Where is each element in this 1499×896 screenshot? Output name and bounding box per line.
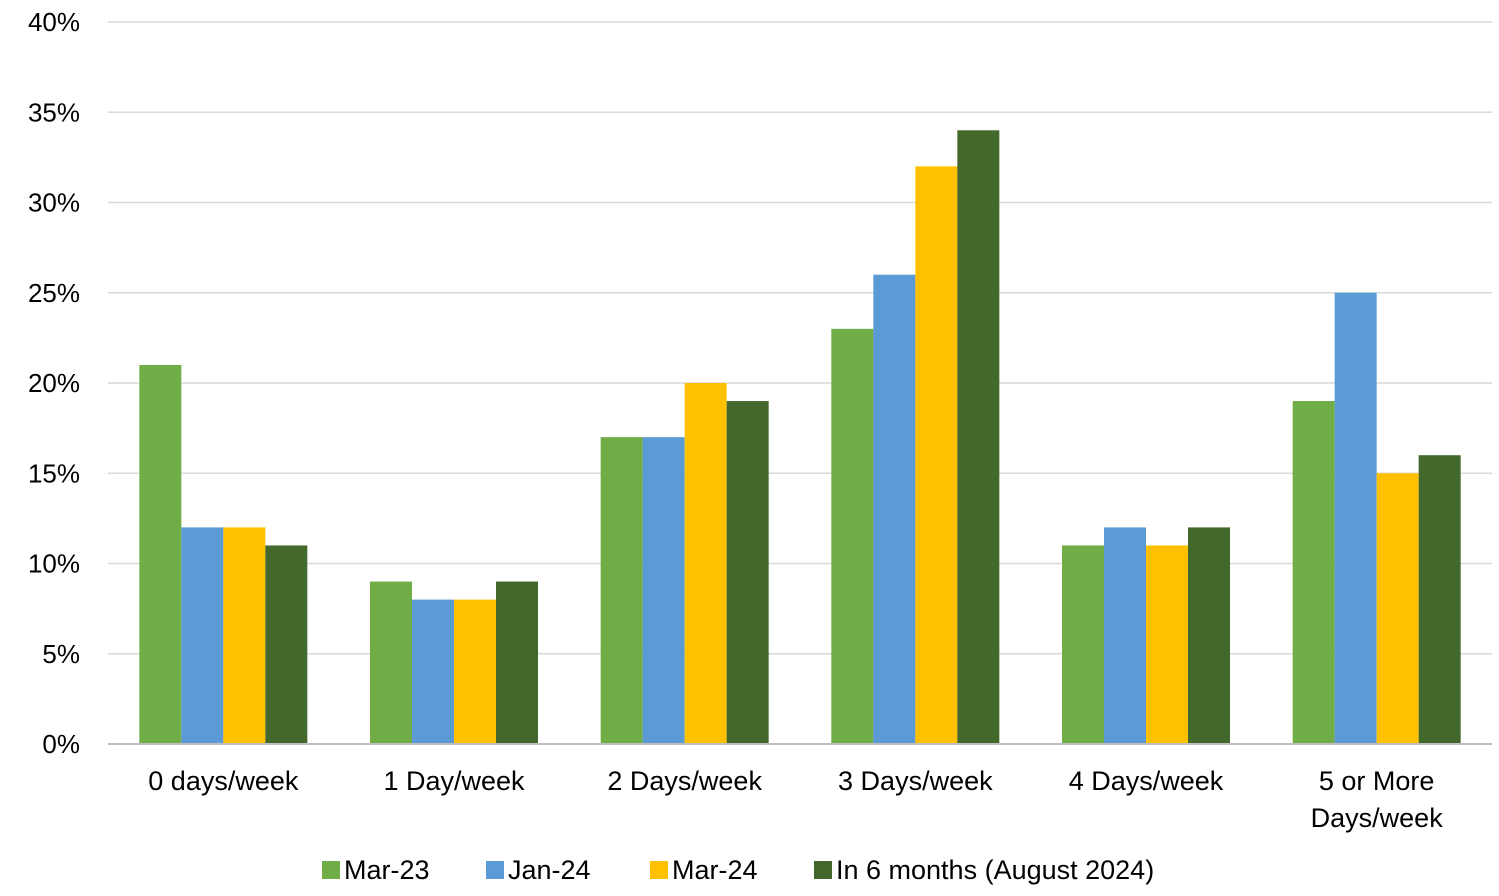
bar-jan-24-2 — [642, 437, 685, 744]
y-tick-label: 40% — [28, 7, 80, 37]
bar-jan-24-1 — [412, 599, 454, 744]
legend-label: In 6 months (August 2024) — [836, 855, 1154, 885]
y-tick-label: 5% — [42, 639, 80, 669]
legend-label: Jan-24 — [508, 855, 591, 885]
x-tick-label: 3 Days/week — [838, 766, 993, 796]
legend-label: Mar-23 — [344, 855, 430, 885]
legend-swatch — [322, 861, 340, 879]
x-tick-label: 4 Days/week — [1069, 766, 1224, 796]
bar-in-6-months-august-2024-5 — [1418, 455, 1461, 744]
x-tick-label: 1 Day/week — [383, 766, 525, 796]
bar-jan-24-4 — [1104, 527, 1146, 744]
bar-in-6-months-august-2024-1 — [496, 581, 538, 744]
bars — [139, 130, 1461, 745]
y-tick-label: 30% — [28, 188, 80, 218]
x-tick-label: 2 Days/week — [607, 766, 762, 796]
bar-mar-24-2 — [684, 383, 727, 744]
legend: Mar-23 Jan-24 Mar-24 In 6 months (August 20… — [322, 855, 1154, 885]
y-tick-label: 20% — [28, 368, 80, 398]
bar-in-6-months-august-2024-4 — [1188, 527, 1230, 744]
bar-mar-23-2 — [600, 437, 643, 744]
legend-label: Mar-24 — [672, 855, 758, 885]
x-tick-label: 0 days/week — [148, 766, 299, 796]
bar-mar-23-4 — [1062, 545, 1104, 744]
y-tick-label: 0% — [42, 729, 80, 759]
y-tick-label: 35% — [28, 97, 80, 127]
x-axis-tick-labels: 0 days/week 1 Day/week 2 Days/week 3 Days/w… — [148, 766, 1443, 833]
bar-mar-24-1 — [454, 599, 496, 744]
bar-mar-23-3 — [831, 328, 874, 744]
y-tick-label: 25% — [28, 278, 80, 308]
x-tick-label: Days/week — [1311, 803, 1444, 833]
bar-jan-24-3 — [873, 274, 916, 744]
bar-jan-24-0 — [181, 527, 224, 744]
bar-mar-24-0 — [223, 527, 266, 744]
legend-swatch — [486, 861, 504, 879]
y-tick-label: 15% — [28, 458, 80, 488]
bar-mar-24-4 — [1146, 545, 1188, 744]
bar-mar-23-1 — [370, 581, 412, 744]
legend-swatch — [650, 861, 668, 879]
bar-mar-24-3 — [915, 166, 958, 744]
x-tick-label: 5 or More — [1319, 766, 1435, 796]
y-axis-tick-labels: 0% 5% 10% 15% 20% 25% 30% 35% 40% — [28, 7, 80, 759]
bar-in-6-months-august-2024-0 — [265, 545, 308, 744]
gridlines — [108, 21, 1492, 655]
legend-swatch — [814, 861, 832, 879]
bar-mar-23-5 — [1292, 401, 1335, 744]
bar-in-6-months-august-2024-2 — [726, 401, 769, 744]
y-tick-label: 10% — [28, 549, 80, 579]
bar-mar-23-0 — [139, 364, 182, 744]
bar-jan-24-5 — [1334, 292, 1377, 744]
bar-in-6-months-august-2024-3 — [957, 130, 1000, 745]
bar-mar-24-5 — [1376, 473, 1419, 744]
